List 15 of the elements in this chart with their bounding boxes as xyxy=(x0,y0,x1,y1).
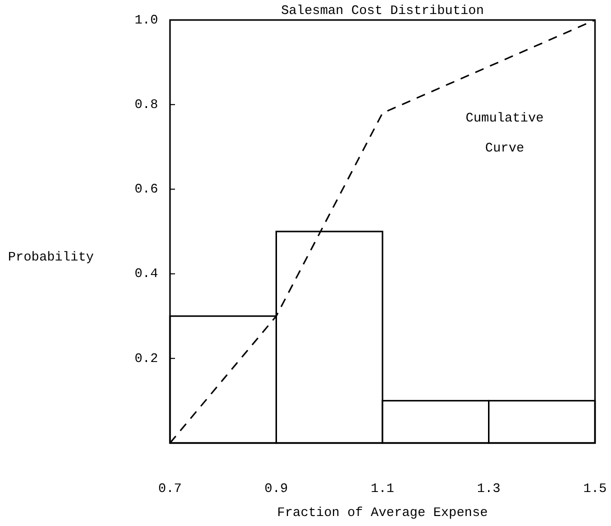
x-tick-label: 0.9 xyxy=(264,481,288,496)
x-tick-label: 1.1 xyxy=(370,481,394,496)
x-axis-title: Fraction of Average Expense xyxy=(277,505,488,520)
y-tick-label: 0.4 xyxy=(134,266,158,282)
y-tick-label: 0.8 xyxy=(134,97,158,112)
annotation: Cumulative Curve xyxy=(466,110,544,156)
y-axis-title: Probability xyxy=(8,249,94,264)
x-tick-label: 1.3 xyxy=(477,481,500,496)
y-tick-label: 0.6 xyxy=(134,182,158,197)
chart-title: Salesman Cost Distribution xyxy=(281,3,484,18)
x-tick-label: 1.5 xyxy=(583,481,607,496)
x-tick-label: 0.7 xyxy=(158,481,182,496)
y-tick-label: 0.2 xyxy=(134,350,158,366)
line-series xyxy=(169,19,596,444)
y-tick-label: 1.0 xyxy=(134,12,158,28)
